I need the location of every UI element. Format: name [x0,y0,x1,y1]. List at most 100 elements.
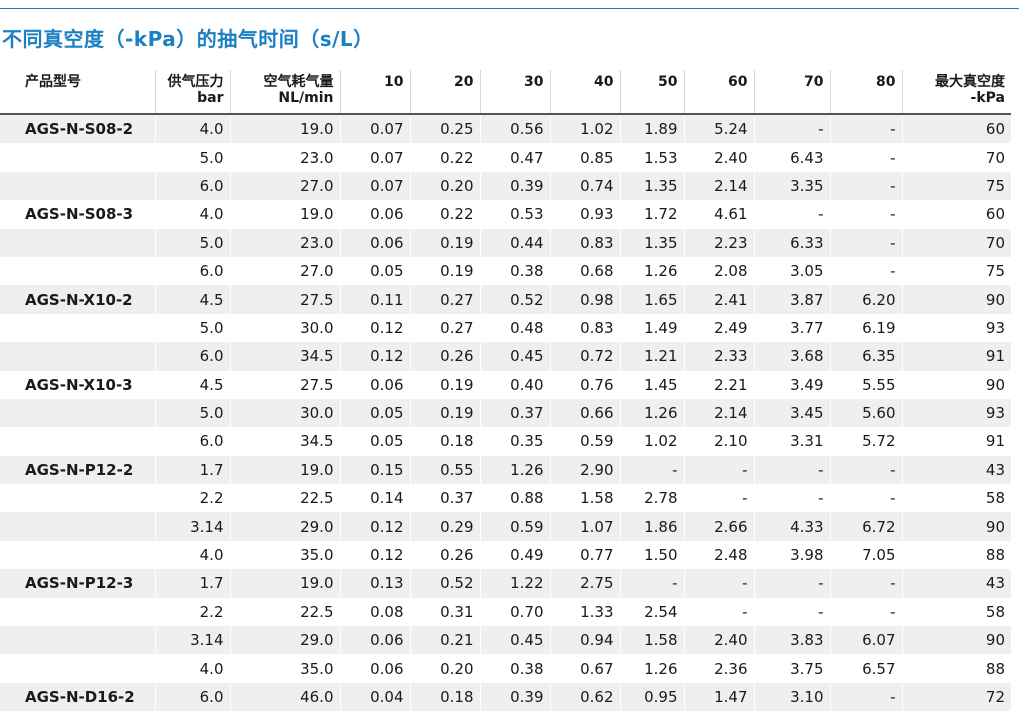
cell-level-80: 6.72 [829,512,902,541]
cell-model [0,626,155,655]
cell-level-70: 3.31 [753,427,830,456]
table-row: AGS-N-P12-2 1.7 19.0 0.15 0.55 1.26 2.90- - - -43 [0,455,1011,485]
cell-level-50: 1.58 [619,626,684,655]
cell-level-30: 0.88 [479,484,550,513]
cell-level-40: 2.90 [549,455,620,485]
cell-level-40: 0.62 [549,682,620,712]
cell-air-consumption: 19.0 [229,200,340,229]
cell-level-30: 0.56 [479,114,550,144]
cell-level-80: - [829,597,902,627]
cell-level-10: 0.06 [339,626,410,655]
cell-level-60: - [683,569,754,598]
cell-level-60: 2.21 [683,370,754,399]
cell-level-30: 0.48 [479,313,550,343]
col-header-max-vacuum: 最大真空度 -kPa [901,70,1011,115]
cell-level-80: - [829,200,902,229]
cell-level-20: 0.31 [409,597,480,627]
cell-model [0,540,155,570]
table-row: 6.0 34.5 0.12 0.26 0.45 0.72 1.21 2.33 3.68 6.35 9… [0,342,1011,371]
cell-pressure: 6.0 [154,427,230,456]
cell-max-vacuum: 60 [901,200,1011,229]
cell-level-40: 0.59 [549,427,620,456]
cell-level-70: - [753,455,830,485]
cell-level-20: 0.25 [409,114,480,144]
cell-air-consumption: 29.0 [229,626,340,655]
cell-air-consumption: 23.0 [229,228,340,257]
cell-air-consumption: 22.5 [229,597,340,627]
cell-air-consumption: 46.0 [229,682,340,712]
cell-level-10: 0.07 [339,143,410,172]
cell-level-30: 0.38 [479,256,550,286]
cell-max-vacuum: 58 [901,597,1011,627]
cell-level-70: 3.45 [753,398,830,428]
cell-pressure: 6.0 [154,342,230,371]
cell-level-30: 0.45 [479,342,550,371]
cell-level-40: 0.98 [549,285,620,314]
table-row: 2.2 22.5 0.14 0.37 0.88 1.58 2.78- - -58 [0,484,1011,513]
table-row: 3.14 29.0 0.06 0.21 0.45 0.94 1.58 2.40 3.83 6.07… [0,626,1011,655]
cell-model [0,654,155,683]
table-row: 6.0 27.0 0.05 0.19 0.38 0.68 1.26 2.08 3.05-75 [0,256,1011,286]
cell-air-consumption: 19.0 [229,569,340,598]
cell-level-70: - [753,114,830,144]
table-row: 5.0 23.0 0.07 0.22 0.47 0.85 1.53 2.40 6.43-70 [0,143,1011,172]
cell-level-80: 5.55 [829,370,902,399]
cell-level-20: 0.37 [409,484,480,513]
cell-level-80: - [829,682,902,712]
cell-model: AGS-N-S08-2 [0,114,155,144]
cell-level-70: 3.87 [753,285,830,314]
cell-level-60: 2.23 [683,228,754,257]
cell-level-60: 2.14 [683,171,754,201]
table-header-row: 产品型号 供气压力 bar 空气耗气量 NL/min 10 20 30 40 50 … [0,70,1011,115]
cell-level-30: 0.37 [479,398,550,428]
cell-max-vacuum: 75 [901,256,1011,286]
cell-pressure: 4.0 [154,654,230,683]
cell-air-consumption: 23.0 [229,143,340,172]
cell-level-80: - [829,569,902,598]
cell-level-70: 6.43 [753,143,830,172]
cell-level-60: - [683,484,754,513]
cell-level-10: 0.08 [339,597,410,627]
cell-level-60: 2.40 [683,626,754,655]
cell-level-10: 0.06 [339,228,410,257]
cell-max-vacuum: 90 [901,285,1011,314]
cell-level-80: 5.72 [829,427,902,456]
cell-level-70: 6.33 [753,228,830,257]
cell-max-vacuum: 60 [901,114,1011,144]
cell-level-50: 1.35 [619,228,684,257]
col-header-level-70: 70 [753,70,830,115]
cell-level-30: 1.26 [479,455,550,485]
cell-level-20: 0.29 [409,512,480,541]
cell-level-20: 0.52 [409,569,480,598]
col-header-level-60: 60 [683,70,754,115]
cell-pressure: 4.5 [154,370,230,399]
cell-level-30: 0.47 [479,143,550,172]
cell-level-40: 0.93 [549,200,620,229]
cell-level-20: 0.55 [409,455,480,485]
cell-level-70: 3.75 [753,654,830,683]
cell-level-60: 2.49 [683,313,754,343]
cell-level-40: 1.58 [549,484,620,513]
cell-model: AGS-N-D16-2 [0,682,155,712]
cell-level-20: 0.18 [409,427,480,456]
cell-max-vacuum: 91 [901,342,1011,371]
vacuum-time-table: 产品型号 供气压力 bar 空气耗气量 NL/min 10 20 30 40 50 … [0,70,1011,712]
cell-model: AGS-N-P12-2 [0,455,155,485]
table-row: 5.0 30.0 0.05 0.19 0.37 0.66 1.26 2.14 3.45 5.60 9… [0,398,1011,428]
cell-level-20: 0.22 [409,200,480,229]
cell-level-70: 3.10 [753,682,830,712]
cell-level-70: 3.83 [753,626,830,655]
cell-level-70: 3.68 [753,342,830,371]
cell-max-vacuum: 43 [901,569,1011,598]
table-row: AGS-N-S08-2 4.0 19.0 0.07 0.25 0.56 1.02 1.89 5.… [0,114,1011,144]
cell-max-vacuum: 93 [901,398,1011,428]
cell-level-30: 0.39 [479,682,550,712]
cell-max-vacuum: 70 [901,143,1011,172]
cell-level-10: 0.04 [339,682,410,712]
cell-level-10: 0.05 [339,256,410,286]
cell-level-30: 0.52 [479,285,550,314]
cell-model [0,171,155,201]
cell-level-10: 0.07 [339,171,410,201]
cell-air-consumption: 30.0 [229,398,340,428]
cell-level-50: 1.26 [619,256,684,286]
